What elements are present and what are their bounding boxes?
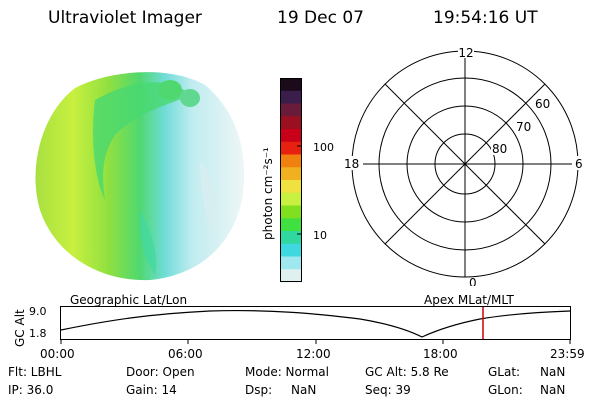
timeline-x-tick-1200: 12:00 <box>296 347 331 361</box>
ip-info: IP: 36.0 <box>8 383 54 397</box>
colorbar-band <box>280 141 302 155</box>
colorbar-band <box>280 90 302 104</box>
timeline-x-tick-1800: 18:00 <box>423 347 458 361</box>
glon-value: NaN <box>540 383 566 397</box>
seq-info: Seq: 39 <box>365 383 411 397</box>
colorbar-band <box>280 231 302 245</box>
filter-info: Flt: LBHL <box>8 365 62 379</box>
colorbar-band <box>280 103 302 117</box>
polar-plot: 12 18 6 0 60 70 80 <box>343 46 584 286</box>
glat-label: GLat: <box>488 365 521 379</box>
altitude-curve <box>60 309 571 338</box>
colorbar-band <box>280 167 302 181</box>
timeline-plot <box>60 306 571 344</box>
mode-info: Mode: Normal <box>245 365 329 379</box>
colorbar <box>280 78 302 283</box>
door-info: Door: Open <box>126 365 195 379</box>
colorbar-band <box>280 256 302 270</box>
instrument-title: Ultraviolet Imager <box>48 8 202 28</box>
polar-diagonal-2 <box>384 83 546 245</box>
timeline-y-min: 1.8 <box>29 327 47 340</box>
lat-label-60: 60 <box>535 97 550 111</box>
colorbar-band <box>280 116 302 130</box>
colorbar-unit-label: photon cm⁻²s⁻¹ <box>261 147 275 240</box>
auroral-blob <box>158 80 182 100</box>
glon-label: GLon: <box>488 383 523 397</box>
colorbar-tick-10: 10 <box>313 229 327 242</box>
lat-label-80: 80 <box>492 142 507 156</box>
timeline-right-title: Apex MLat/MLT <box>424 293 514 307</box>
colorbar-frame <box>280 78 302 282</box>
timeline-y-axis-label: GC Alt <box>13 309 27 347</box>
colorbar-band <box>280 218 302 232</box>
colorbar-tick-100: 100 <box>313 141 334 154</box>
time-label: 19:54:16 UT <box>433 8 538 28</box>
lat-label-70: 70 <box>516 120 531 134</box>
colorbar-band <box>280 192 302 206</box>
timeline-frame <box>60 306 571 340</box>
timeline-left-title: Geographic Lat/Lon <box>70 293 188 307</box>
timeline-x-tick-0600: 06:00 <box>168 347 203 361</box>
gain-info: Gain: 14 <box>126 383 177 397</box>
colorbar-band <box>280 154 302 168</box>
auroral-image <box>35 72 245 281</box>
dsp-label: Dsp: <box>245 383 273 397</box>
colorbar-band <box>280 243 302 257</box>
colorbar-band <box>280 78 302 92</box>
mlt-label-6: 6 <box>575 157 583 171</box>
timeline-y-max: 9.0 <box>29 305 47 318</box>
mlt-label-0: 0 <box>469 276 477 286</box>
auroral-blob <box>180 89 200 107</box>
timeline-x-tick-2359: 23:59 <box>550 347 585 361</box>
date-label: 19 Dec 07 <box>277 8 364 28</box>
mlt-label-12: 12 <box>458 46 473 60</box>
gcalt-info: GC Alt: 5.8 Re <box>365 365 449 379</box>
timeline-x-tick-0000: 00:00 <box>40 347 75 361</box>
dsp-value: NaN <box>291 383 317 397</box>
colorbar-band <box>280 180 302 194</box>
glat-value: NaN <box>540 365 566 379</box>
colorbar-band <box>280 269 302 283</box>
mlt-label-18: 18 <box>344 157 359 171</box>
colorbar-band <box>280 129 302 143</box>
colorbar-band <box>280 205 302 219</box>
